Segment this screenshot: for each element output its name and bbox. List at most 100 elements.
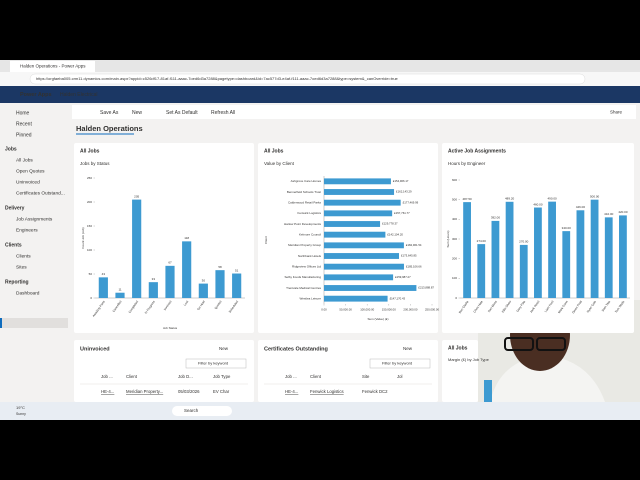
nav-item[interactable]: Job Assignments [16, 216, 53, 222]
column-header: Job D... [178, 374, 193, 379]
nav-section: Delivery [5, 205, 25, 211]
list-card [74, 340, 254, 402]
x-tick-label: Mark Dunn [557, 299, 569, 314]
bar [182, 241, 192, 298]
y-axis-label: Count:Job (Job) [81, 227, 85, 248]
y-tick-label: Trentvale Medical Centres [286, 286, 321, 290]
y-tick-label: 500 [452, 197, 457, 201]
chart-view: All Jobs [80, 148, 100, 154]
new-button[interactable]: New [403, 346, 413, 351]
filter-box[interactable] [185, 358, 247, 369]
nav-item[interactable]: Home [16, 110, 30, 116]
value-label: 489.20 [505, 197, 515, 201]
bar [619, 215, 627, 298]
y-tick-label: Calderwood Retail Parks [288, 200, 322, 204]
y-tick-label: 100 [87, 248, 92, 252]
y-tick-label: 150 [87, 224, 92, 228]
column-header: Site [362, 374, 370, 379]
bar [148, 282, 158, 298]
bar [491, 220, 500, 298]
x-tick-label: Dan Moss [487, 299, 498, 313]
glasses [536, 337, 566, 351]
cell[interactable]: Meridian Property... [126, 389, 163, 394]
y-tick-label: 200 [452, 256, 457, 260]
bar [463, 202, 471, 298]
search[interactable]: Search [184, 408, 199, 413]
nav-item[interactable]: Recent [16, 121, 32, 127]
nav-section: Clients [5, 242, 22, 248]
value-label: 51 [235, 268, 239, 272]
value-label: £142,104.20 [387, 232, 403, 236]
nav-section: Reporting [5, 279, 29, 285]
nav-item[interactable]: Pinned [16, 132, 32, 138]
nav-item[interactable]: Open Quotes [16, 168, 45, 174]
nav-item[interactable]: Uninvoiced [16, 179, 40, 185]
x-tick-label: On Hold [196, 299, 206, 311]
nav-item[interactable]: Engineers [16, 227, 38, 233]
new-button[interactable]: New [219, 346, 229, 351]
value-label: 274.00 [477, 239, 487, 243]
cell[interactable]: HE-4... [285, 389, 298, 394]
glasses [504, 337, 534, 351]
x-tick-label: 50,000.00 [339, 308, 352, 312]
bar [215, 270, 225, 298]
bar [534, 207, 542, 298]
value-label: 340.00 [562, 226, 572, 230]
chart-card [258, 143, 438, 333]
x-tick-label: Lost [183, 300, 190, 307]
x-tick-label: Tom Wade [614, 299, 626, 313]
tab[interactable] [10, 61, 95, 72]
y-tick-label: 200 [87, 200, 92, 204]
y-tick-label: Kelmore Council [299, 232, 321, 236]
env-name: Halden Electrical [60, 92, 98, 98]
nav-item[interactable]: Clients [16, 253, 31, 259]
nav-item[interactable]: Certificates Outstand... [16, 190, 65, 196]
bar [519, 244, 528, 298]
nav-item[interactable]: Sites [16, 264, 27, 270]
y-tick-label: Northbank Hotels [298, 254, 322, 258]
toolbar-button[interactable]: Set As Default [166, 110, 198, 116]
margin-bar [484, 380, 492, 402]
url-field[interactable] [29, 73, 586, 85]
taskbar-search[interactable] [172, 406, 232, 416]
filter-box[interactable] [369, 358, 431, 369]
bar [324, 199, 401, 206]
y-tick-label: 400 [452, 217, 457, 221]
bar [324, 221, 381, 227]
x-tick-label: 250,000.00 [425, 308, 439, 312]
x-tick-label: 150,000.00 [382, 308, 396, 312]
x-tick-label: 100,000.00 [360, 308, 374, 312]
share-button[interactable]: Share [610, 110, 623, 115]
y-tick-label: Fenwick Logistics [297, 211, 321, 215]
value-label: £213,888.87 [418, 286, 434, 290]
column-header: Client [126, 374, 138, 379]
toolbar-button[interactable]: Save As [100, 110, 119, 116]
column-header: Client [310, 374, 322, 379]
toolbar-button[interactable]: Refresh All [211, 110, 235, 116]
cell[interactable]: HE-4... [101, 389, 114, 394]
bar [590, 199, 599, 298]
value-label: 487.50 [462, 197, 472, 201]
bar [232, 273, 242, 298]
x-tick-label: Scheduled [228, 299, 240, 313]
list-card [442, 340, 478, 402]
cell: 05/03/2026 [178, 389, 200, 394]
value-label: 43 [102, 272, 106, 276]
tab-bar [0, 60, 640, 72]
y-tick-label: 250 [87, 176, 92, 180]
bar [324, 253, 400, 259]
nav-item[interactable]: All Jobs [16, 157, 33, 163]
value-label: 270.00 [519, 240, 529, 244]
chart-title: Value by Client [264, 161, 295, 166]
card-view: All Jobs [448, 345, 468, 351]
cell[interactable]: Fenwick Logistics [310, 389, 344, 394]
bar [324, 189, 395, 195]
x-tick-label: Sam Tate [601, 299, 612, 312]
bar [604, 217, 613, 298]
toolbar-button[interactable]: New [132, 110, 142, 116]
value-label: 420.00 [618, 210, 628, 214]
nav-item[interactable]: Dashboard [16, 290, 40, 296]
chart-card [74, 143, 254, 333]
column-header: Job ... [285, 374, 297, 379]
